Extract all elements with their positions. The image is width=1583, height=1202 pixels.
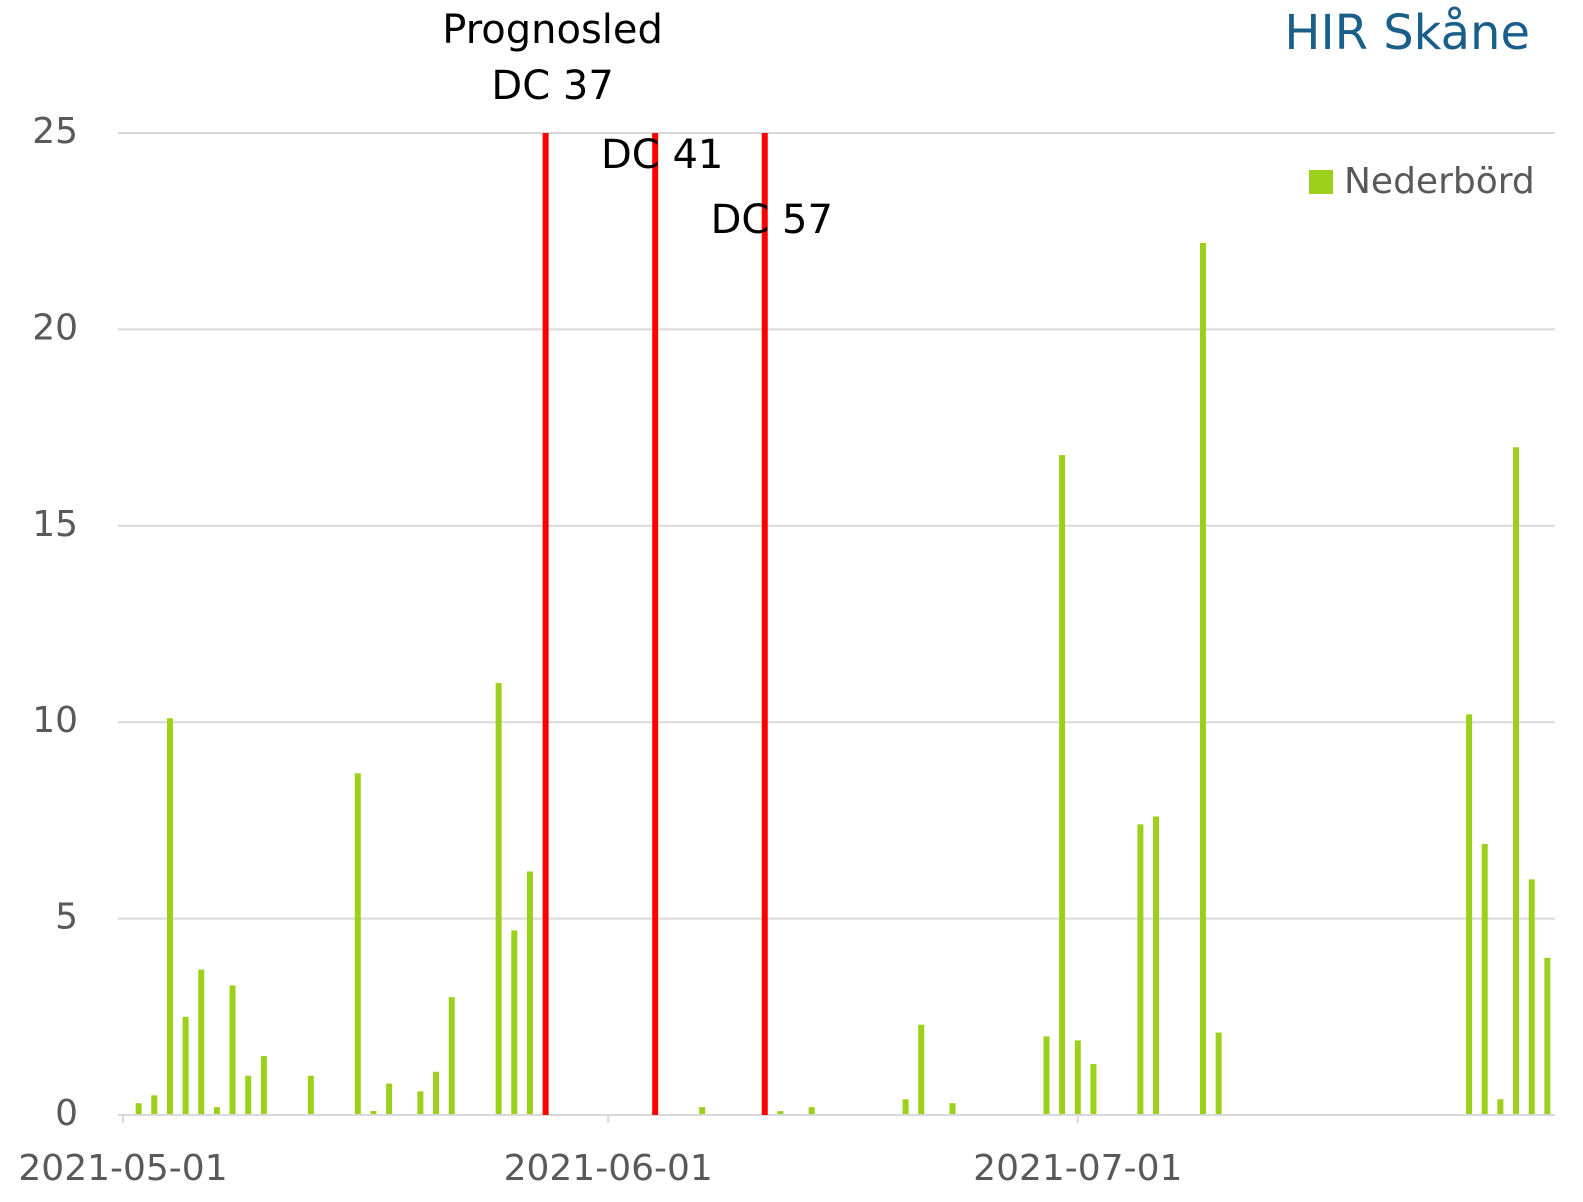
bar [1090,1063,1097,1115]
bar [1074,1040,1081,1115]
y-tick-label: 15 [32,504,78,545]
x-tick-label: 2021-05-01 [18,1148,227,1189]
bar [1497,1099,1504,1115]
bar [260,1056,267,1115]
bar [448,997,455,1115]
bar [1544,957,1551,1115]
bar [699,1107,706,1115]
brand: HIR Skåne [1284,5,1530,61]
y-tick-label: 10 [32,700,78,741]
y-tick-label: 0 [55,1093,78,1134]
annotation-label: DC 41 [601,132,723,178]
annotation-label: DC 57 [711,197,833,243]
bar [777,1111,784,1115]
bar [245,1075,252,1115]
legend-label: Nederbörd [1344,161,1535,202]
bar [918,1024,925,1115]
bar [511,930,518,1115]
bar [198,969,205,1115]
bar [370,1111,377,1115]
bar [902,1099,909,1115]
y-tick-label: 25 [32,111,78,152]
bar [1059,455,1066,1115]
legend-swatch [1309,170,1333,194]
bar [386,1083,393,1115]
bar [495,682,502,1115]
bar [166,718,173,1115]
bar [1043,1036,1050,1115]
bar [1215,1032,1222,1115]
bar [526,871,533,1115]
y-tick-label: 5 [55,897,78,938]
bar [808,1107,815,1115]
bar [151,1095,158,1115]
bar [1153,816,1160,1115]
bar [213,1107,220,1115]
bar [1200,242,1206,1115]
y-tick-label: 20 [32,307,78,348]
bar [1513,447,1520,1115]
bar [433,1071,440,1115]
bar [949,1103,956,1115]
annotation-label: DC 37 [491,63,613,109]
bar [417,1091,424,1115]
bar [182,1016,189,1115]
bar [307,1075,314,1115]
bar [1528,879,1535,1115]
x-tick-label: 2021-06-01 [504,1148,713,1189]
bar [135,1103,142,1115]
x-tick-label: 2021-07-01 [973,1148,1182,1189]
bar [229,985,236,1115]
annotation-label: Prognosled [442,7,663,53]
bar [354,773,361,1115]
bar [1481,843,1488,1115]
bar [1466,714,1473,1115]
bar [1137,824,1144,1115]
